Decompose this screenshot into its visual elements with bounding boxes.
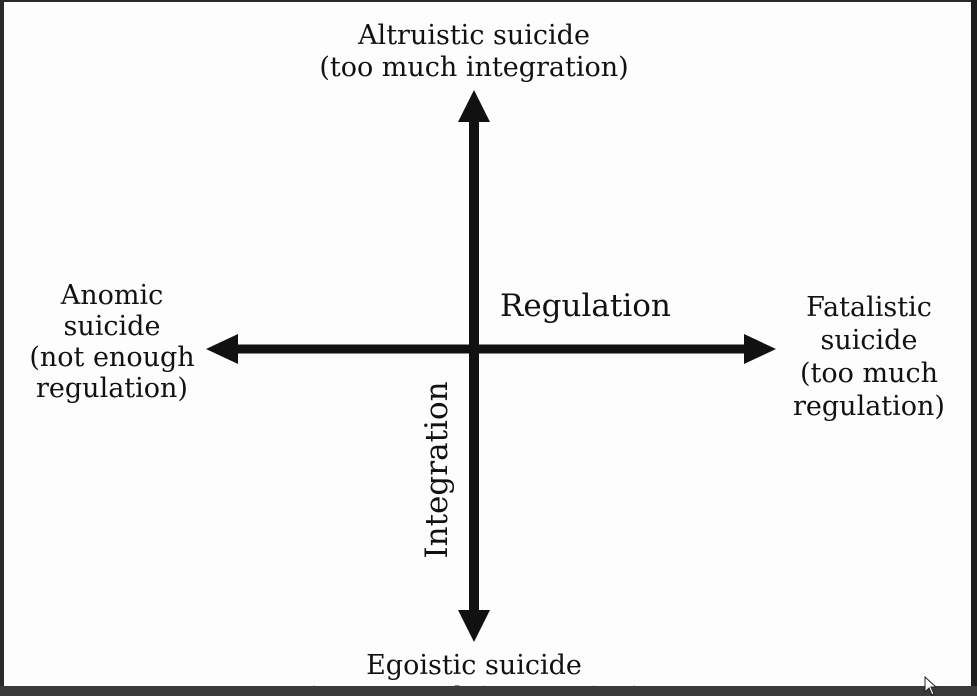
fatalistic-line-3: (too much	[800, 358, 938, 389]
fatalistic-line-4: regulation)	[793, 391, 945, 422]
fatalistic-suicide-label: Fatalistic suicide (too much regulation)	[774, 291, 964, 423]
slide-canvas: Altruistic suicide (too much integration…	[4, 2, 971, 686]
altruistic-title: Altruistic suicide	[358, 20, 590, 51]
anomic-line-2: suicide	[63, 311, 161, 342]
egoistic-suicide-label: Egoistic suicide (not enough integration…	[244, 650, 704, 686]
axes-diagram	[206, 90, 776, 642]
anomic-suicide-label: Anomic suicide (not enough regulation)	[12, 280, 212, 404]
window-edge	[971, 0, 977, 686]
egoistic-description: (not enough integration)	[244, 682, 704, 686]
integration-axis-label: Integration	[419, 381, 455, 559]
regulation-axis-label: Regulation	[500, 288, 671, 324]
egoistic-title: Egoistic suicide	[366, 650, 582, 681]
horizontal-axis-arrow-left	[206, 334, 238, 364]
anomic-line-4: regulation)	[36, 373, 188, 404]
vertical-axis-arrow-down	[458, 610, 490, 642]
mouse-pointer-icon	[924, 676, 938, 696]
bottom-bar	[0, 686, 977, 696]
anomic-line-3: (not enough	[29, 342, 195, 373]
altruistic-description: (too much integration)	[319, 52, 629, 83]
altruistic-suicide-label: Altruistic suicide (too much integration…	[264, 20, 684, 84]
anomic-line-1: Anomic	[60, 280, 164, 311]
vertical-axis-arrow-up	[458, 90, 490, 122]
fatalistic-line-2: suicide	[820, 325, 918, 356]
horizontal-axis-arrow-right	[744, 334, 776, 364]
fatalistic-line-1: Fatalistic	[806, 292, 932, 323]
